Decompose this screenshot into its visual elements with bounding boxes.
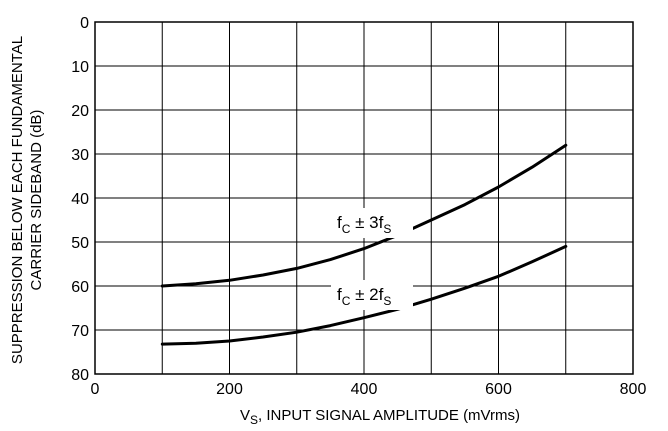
series-line-2 <box>160 244 568 346</box>
x-tick-label: 200 <box>216 381 243 398</box>
y-tick-label: 20 <box>71 103 89 120</box>
y-tick-label: 70 <box>71 323 89 340</box>
y-tick-label: 30 <box>71 147 89 164</box>
y-tick-label: 0 <box>80 15 89 32</box>
series-labels: fC ± 3fS fC ± 2fS <box>331 208 413 310</box>
y-tick-label: 10 <box>71 59 89 76</box>
series-label-2: fC ± 2fS <box>337 285 391 308</box>
series-lines <box>160 143 568 346</box>
x-tick-label: 600 <box>485 381 512 398</box>
y-tick-label: 50 <box>71 235 89 252</box>
x-tick-labels: 0 200 400 600 800 <box>91 381 647 398</box>
x-tick-label: 400 <box>351 381 378 398</box>
y-axis-label-line-2: CARRIER SIDEBAND (dB) <box>28 110 45 291</box>
y-axis-label-line-1: SUPPRESSION BELOW EACH FUNDAMENTAL <box>9 36 26 364</box>
series-label-background <box>331 208 413 238</box>
y-tick-labels: 0 10 20 30 40 50 60 70 80 <box>71 15 89 384</box>
series-label-background <box>331 280 413 310</box>
y-tick-label: 60 <box>71 279 89 296</box>
series-label-1: fC ± 3fS <box>337 213 391 236</box>
y-tick-label: 40 <box>71 191 89 208</box>
series-line-1 <box>160 143 568 288</box>
y-tick-label: 80 <box>71 367 89 384</box>
grid <box>94 21 634 375</box>
x-tick-label: 800 <box>620 381 647 398</box>
x-axis-label: VS, INPUT SIGNAL AMPLITUDE (mVrms) <box>240 407 520 427</box>
x-tick-label: 0 <box>91 381 100 398</box>
plot-frame <box>94 21 634 375</box>
